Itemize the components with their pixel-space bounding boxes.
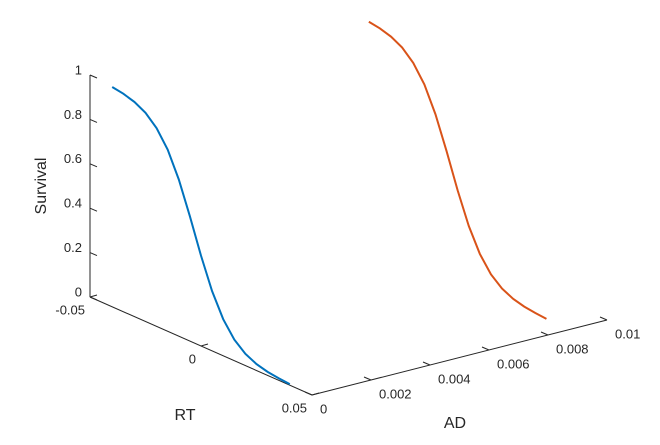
x-tick-label: 0 <box>189 351 196 366</box>
y-tick <box>422 361 431 366</box>
z-tick-label: 0.4 <box>64 196 82 211</box>
y-tick-label: 0.01 <box>615 326 640 341</box>
z-tick <box>89 207 98 212</box>
y-tick <box>540 331 549 336</box>
z-tick-label: 0.2 <box>64 240 82 255</box>
x-tick <box>89 294 98 298</box>
x-tick-label: 0.05 <box>282 400 307 415</box>
x-tick-label: -0.05 <box>55 302 85 317</box>
z-tick-label: 0 <box>75 284 82 299</box>
y-tick <box>304 391 313 396</box>
z-tick-label: 0.8 <box>64 107 82 122</box>
y-axis-line <box>311 319 608 396</box>
x-tick <box>311 392 320 396</box>
y-tick <box>363 376 372 381</box>
y-axis-label: AD <box>444 415 466 432</box>
z-tick <box>89 163 98 168</box>
y-tick-label: 0 <box>320 401 327 416</box>
y-tick-label: 0.004 <box>438 371 471 386</box>
z-tick-label: 1 <box>75 62 82 77</box>
x-axis-label: RT <box>174 407 195 424</box>
x-tick <box>200 343 209 347</box>
y-tick-label: 0.008 <box>556 341 589 356</box>
z-tick <box>89 118 98 123</box>
y-tick-label: 0.002 <box>379 386 412 401</box>
survival-curve <box>111 86 291 385</box>
y-tick <box>481 346 490 351</box>
z-tick <box>89 252 98 257</box>
y-tick <box>599 316 608 321</box>
z-tick <box>89 296 98 301</box>
y-tick-label: 0.006 <box>497 356 530 371</box>
z-tick-label: 0.6 <box>64 151 82 166</box>
z-axis-label: Survival <box>33 158 50 215</box>
survival-curve <box>368 20 547 320</box>
z-tick <box>89 74 98 79</box>
